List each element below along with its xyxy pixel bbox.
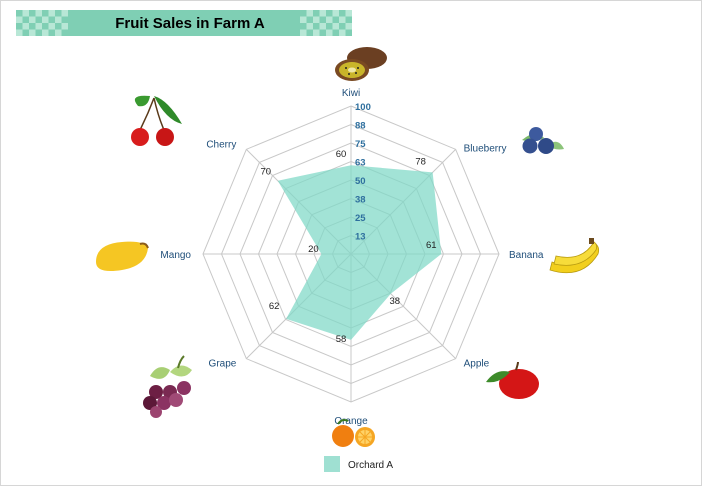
mango-icon — [96, 241, 149, 271]
title-checker-square — [16, 23, 23, 30]
title-banner: Fruit Sales in Farm A — [16, 10, 352, 36]
title-checker-square — [332, 16, 339, 23]
axis-label-mango: Mango — [160, 250, 191, 261]
title-checker-square — [61, 16, 68, 23]
title-checker-pattern — [16, 10, 352, 36]
title-checker-square — [319, 29, 326, 36]
title-checker-square — [319, 16, 326, 23]
data-label: 70 — [260, 167, 271, 178]
axis-label-grape: Grape — [209, 359, 237, 370]
data-label: 78 — [415, 156, 426, 167]
tick-label: 38 — [355, 195, 366, 206]
title-checker-square — [332, 29, 339, 36]
title-checker-square — [339, 10, 346, 17]
title-banner-center — [68, 10, 300, 36]
title-checker-square — [300, 10, 307, 17]
tick-label: 25 — [355, 213, 366, 224]
title-checker-square — [326, 23, 333, 30]
axis-label-blueberry: Blueberry — [464, 143, 507, 154]
kiwi-icon — [335, 47, 387, 81]
tick-label: 50 — [355, 176, 366, 187]
series-orchard-a-area — [277, 165, 442, 340]
title-checker-square — [48, 16, 55, 23]
chart-title: Fruit Sales in Farm A — [115, 15, 265, 32]
axis-label-orange: Orange — [334, 416, 368, 427]
title-checker-square — [345, 16, 352, 23]
data-label: 62 — [269, 301, 280, 312]
tick-label: 13 — [355, 232, 366, 243]
axis-label-kiwi: Kiwi — [342, 88, 360, 99]
title-checker-square — [339, 23, 346, 30]
blueberry-icon — [522, 127, 564, 154]
axis-label-apple: Apple — [464, 359, 490, 370]
title-checker-square — [306, 29, 313, 36]
title-checker-square — [300, 23, 307, 30]
title-checker-square — [313, 10, 320, 17]
title-checker-square — [29, 23, 36, 30]
title-checker-square — [42, 10, 49, 17]
banana-icon — [549, 238, 600, 274]
legend-label: Orchard A — [348, 460, 393, 471]
title-checker-square — [29, 10, 36, 17]
title-checker-square — [48, 29, 55, 36]
data-label: 61 — [426, 240, 437, 251]
title-checker-square — [16, 10, 23, 17]
series-area — [277, 165, 442, 340]
radial-tick-labels: 13 25 38 50 63 75 88 100 — [355, 102, 371, 243]
axis-label-cherry: Cherry — [206, 139, 236, 150]
title-checker-square — [35, 16, 42, 23]
data-label: 58 — [336, 334, 347, 345]
data-label: 60 — [336, 149, 347, 160]
axis-labels: Kiwi Blueberry Banana Apple Orange Grape Mango… — [160, 88, 543, 427]
data-labels: 60 78 61 38 58 62 20 70 — [260, 149, 436, 345]
legend: Orchard A — [324, 456, 393, 472]
title-checker-square — [22, 29, 29, 36]
axis-label-banana: Banana — [509, 250, 544, 261]
title-checker-square — [55, 23, 62, 30]
title-checker-square — [313, 23, 320, 30]
tick-label: 63 — [355, 158, 366, 169]
legend-swatch — [324, 456, 340, 472]
data-label: 38 — [389, 296, 400, 307]
title-checker-square — [61, 29, 68, 36]
orange-icon — [332, 419, 375, 447]
tick-label: 88 — [355, 121, 366, 132]
cherry-icon — [131, 95, 182, 146]
title-checker-square — [42, 23, 49, 30]
title-checker-square — [35, 29, 42, 36]
apple-icon — [486, 361, 539, 399]
title-checker-square — [22, 16, 29, 23]
data-label: 20 — [308, 244, 319, 255]
title-checker-square — [306, 16, 313, 23]
grape-icon — [143, 355, 192, 418]
title-checker-square — [55, 10, 62, 17]
title-checker-square — [345, 29, 352, 36]
title-checker-square — [326, 10, 333, 17]
tick-label: 75 — [355, 139, 366, 150]
tick-label: 100 — [355, 102, 371, 113]
